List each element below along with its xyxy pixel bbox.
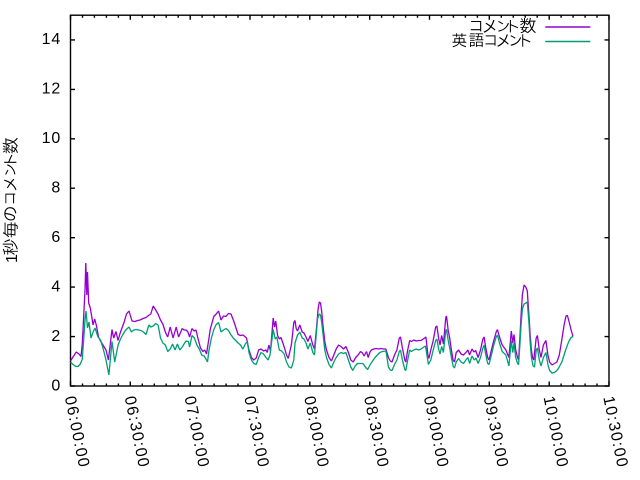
svg-text:1: 1 — [4, 254, 21, 263]
svg-text:2: 2 — [51, 328, 61, 345]
svg-text:4: 4 — [51, 278, 61, 295]
svg-text:12: 12 — [42, 81, 62, 98]
svg-text:14: 14 — [42, 31, 62, 48]
svg-text:10: 10 — [42, 130, 62, 147]
svg-text:0: 0 — [51, 377, 61, 394]
svg-text:8: 8 — [51, 180, 61, 197]
svg-text:6: 6 — [51, 229, 61, 246]
